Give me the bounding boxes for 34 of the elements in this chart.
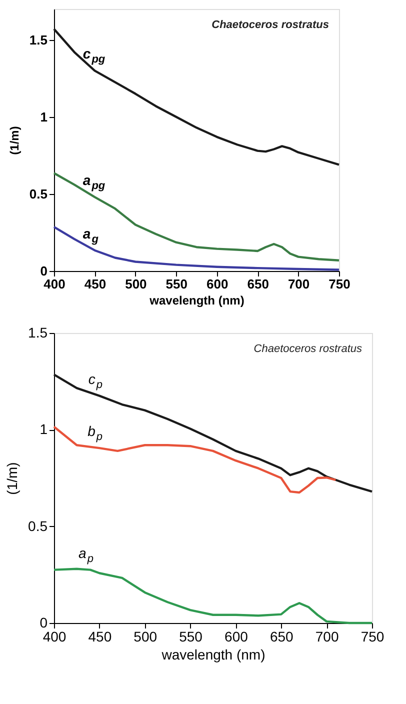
y-tick-label: 0 [40, 264, 48, 278]
line-series [52, 28, 340, 166]
x-tick-label: 450 [84, 276, 106, 292]
x-tick-label: 500 [134, 628, 158, 644]
y-axis-title: (1/m) [4, 462, 20, 495]
y-tick-label: 1.5 [28, 324, 48, 340]
line-series [52, 172, 340, 262]
x-axis-title: wavelength (nm) [160, 646, 266, 662]
y-tick-label: 0.5 [28, 518, 48, 534]
x-tick-label: 550 [166, 276, 188, 292]
x-tick-label: 400 [42, 628, 66, 644]
x-tick-label: 550 [179, 628, 203, 644]
line-series [52, 373, 374, 493]
x-tick-label: 750 [360, 628, 384, 644]
x-tick-label: 600 [206, 276, 228, 292]
y-tick-label: 0.5 [29, 186, 48, 202]
line-series [52, 426, 337, 494]
annotation: Chaetoceros rostratus [212, 19, 329, 31]
x-tick-label: 450 [88, 628, 112, 644]
y-axis-title: (1/m) [7, 126, 22, 155]
y-tick-label: 0 [40, 614, 48, 630]
y-tick-label: 1 [40, 421, 48, 438]
x-tick-label: 400 [44, 276, 66, 292]
x-tick-label: 600 [224, 628, 248, 644]
x-tick-label: 700 [315, 628, 339, 644]
x-axis-title: wavelength (nm) [148, 294, 244, 308]
y-tick-label: 1.5 [29, 32, 48, 48]
y-tick-label: 1 [40, 109, 48, 124]
x-tick-label: 700 [288, 276, 310, 292]
x-tick-label: 500 [125, 276, 147, 292]
annotation: Chaetoceros rostratus [254, 343, 362, 355]
x-tick-label: 750 [328, 276, 350, 292]
x-tick-label: 650 [247, 276, 269, 292]
x-tick-label: 650 [270, 628, 294, 644]
